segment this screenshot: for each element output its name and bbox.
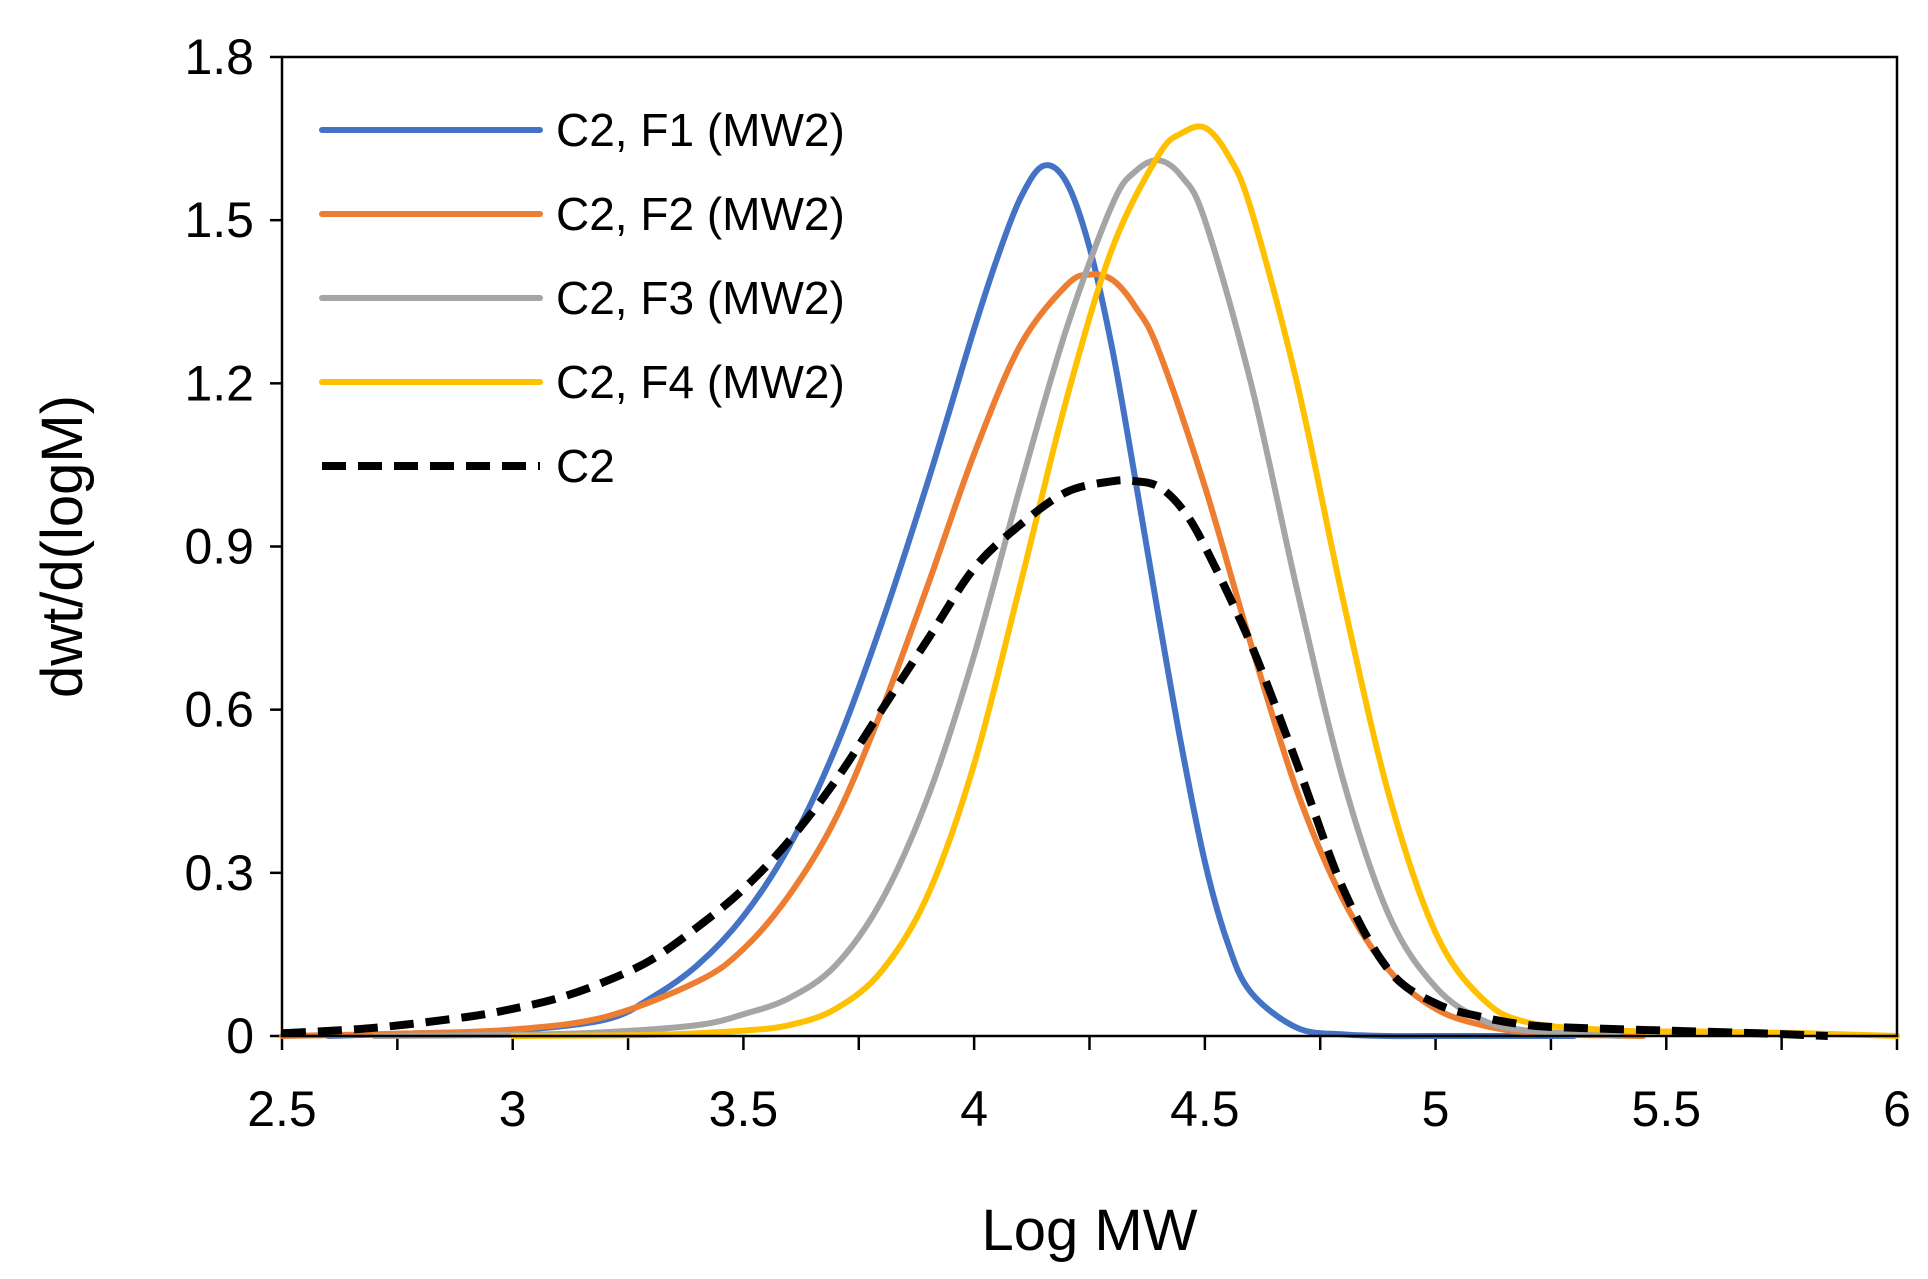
x-tick-label: 3 [499,1081,527,1137]
x-tick-labels: 2.5 3 3.5 4 4.5 5 5.5 6 [247,1081,1911,1137]
legend-label-3: C2, F3 (MW2) [556,272,845,324]
x-tick-label: 4.5 [1170,1081,1240,1137]
series-line-5 [281,476,1828,1040]
x-tick-label: 6 [1883,1081,1911,1137]
plot-area-frame [280,55,1899,1038]
y-tick-labels: 0 0.3 0.6 0.9 1.2 1.5 1.8 [184,29,254,1064]
y-tick-label: 1.2 [184,355,254,411]
legend-label-5: C2 [556,440,615,492]
legend-label-2: C2, F2 (MW2) [556,188,845,240]
legend: C2, F1 (MW2) C2, F2 (MW2) C2, F3 (MW2) C2, … [319,104,845,492]
x-axis-title: Log MW [982,1198,1198,1263]
x-tick-label: 4 [960,1081,988,1137]
y-axis-title: dwt/d(logM) [30,395,95,698]
x-tick-label: 3.5 [709,1081,779,1137]
legend-label-1: C2, F1 (MW2) [556,104,845,156]
y-tick-label: 0.9 [184,519,254,575]
x-tick-label: 5.5 [1632,1081,1702,1137]
x-tick-label: 2.5 [247,1081,317,1137]
y-tick-label: 1.5 [184,192,254,248]
y-tick-label: 0.3 [184,845,254,901]
series-line-1 [325,162,1577,1040]
x-tick-label: 5 [1422,1081,1450,1137]
series-line-4 [509,123,1900,1039]
y-tick-label: 1.8 [184,29,254,85]
y-tick-marks [270,55,282,1038]
series-line-3 [371,157,1624,1039]
legend-label-4: C2, F4 (MW2) [556,356,845,408]
x-tick-marks [280,1036,1899,1050]
y-tick-label: 0.6 [184,682,254,738]
y-tick-label: 0 [226,1008,254,1064]
series-line-2 [279,271,1647,1039]
series-lines [279,123,1900,1040]
